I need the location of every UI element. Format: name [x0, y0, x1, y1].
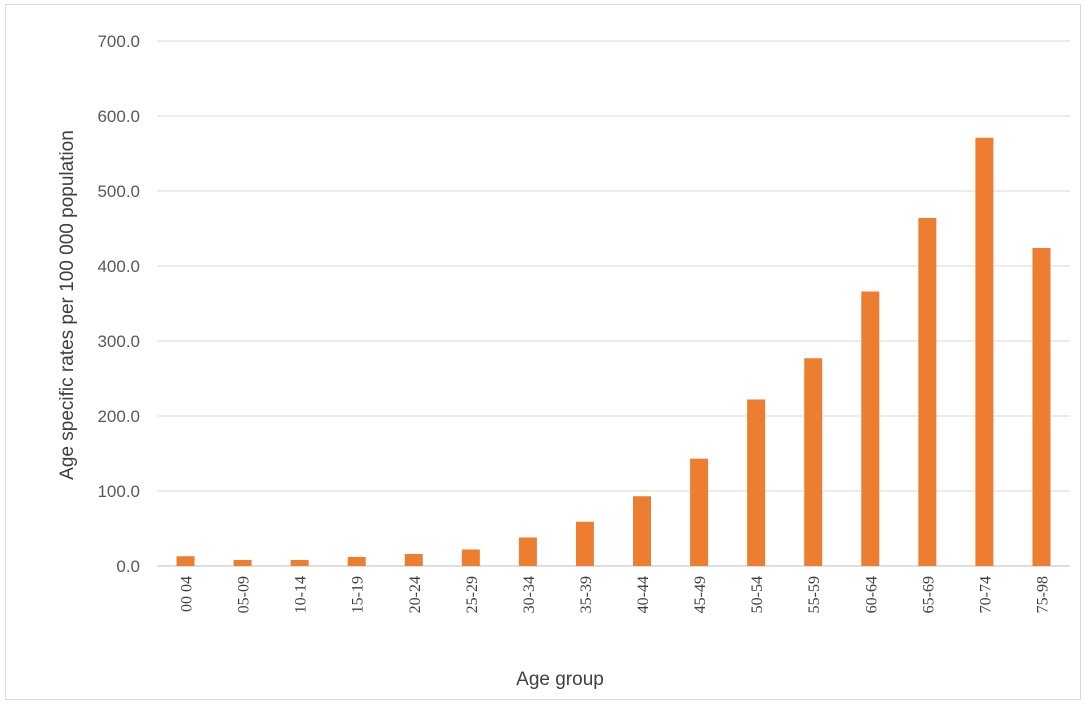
bar-50-54 — [747, 399, 766, 566]
y-tick-label: 200.0 — [97, 407, 140, 426]
x-tick-label: 75-98 — [1034, 576, 1051, 613]
bar-10-14 — [290, 560, 309, 566]
bar-30-34 — [518, 537, 537, 566]
bar-25-29 — [461, 549, 480, 566]
x-tick-label: 20-24 — [407, 576, 424, 613]
bar-70-74 — [975, 137, 994, 566]
y-tick-label: 400.0 — [97, 257, 140, 276]
bar-45-49 — [690, 458, 709, 566]
x-tick-label: 55-59 — [806, 576, 823, 613]
y-tick-label: 0.0 — [116, 557, 140, 576]
bar-40-44 — [633, 496, 652, 566]
x-tick-label: 15-19 — [350, 576, 367, 613]
bar-35-39 — [575, 521, 594, 566]
x-tick-label: 05-09 — [236, 576, 253, 613]
y-tick-label: 700.0 — [97, 32, 140, 51]
x-axis-title: Age group — [516, 669, 604, 690]
bar-55-59 — [804, 358, 823, 566]
x-tick-label: 25-29 — [464, 576, 481, 613]
bar-15-19 — [347, 557, 366, 566]
y-tick-label: 500.0 — [97, 182, 140, 201]
x-tick-label: 65-69 — [920, 576, 937, 613]
y-tick-label: 100.0 — [97, 482, 140, 501]
bar-05-09 — [233, 560, 252, 566]
x-tick-label: 50-54 — [749, 576, 766, 613]
y-axis-ticks: 0.0 100.0 200.0 300.0 400.0 500.0 600.0 700.0 — [97, 32, 140, 576]
bar-20-24 — [404, 554, 423, 566]
bar-60-64 — [861, 291, 880, 566]
x-tick-label: 30-34 — [521, 576, 538, 613]
x-tick-label: 00 04 — [179, 576, 196, 612]
x-tick-label: 10-14 — [293, 576, 310, 613]
gridlines — [157, 40, 1070, 567]
x-tick-label: 35-39 — [578, 576, 595, 613]
bar-65-69 — [918, 218, 937, 566]
x-tick-label: 45-49 — [692, 576, 709, 613]
bar-75-98 — [1032, 248, 1051, 566]
x-axis-ticks: 00 04 05-09 10-14 15-19 20-24 25-29 30-34 35-39… — [179, 576, 1052, 613]
x-tick-label: 60-64 — [863, 576, 880, 613]
x-tick-label: 70-74 — [977, 576, 994, 613]
y-tick-label: 300.0 — [97, 332, 140, 351]
bar-00-04 — [176, 556, 195, 566]
x-tick-label: 40-44 — [635, 576, 652, 613]
chart-frame — [5, 4, 1081, 700]
bars — [176, 137, 1051, 566]
y-tick-label: 600.0 — [97, 107, 140, 126]
y-axis-title: Age specific rates per 100 000 populatio… — [57, 130, 78, 480]
